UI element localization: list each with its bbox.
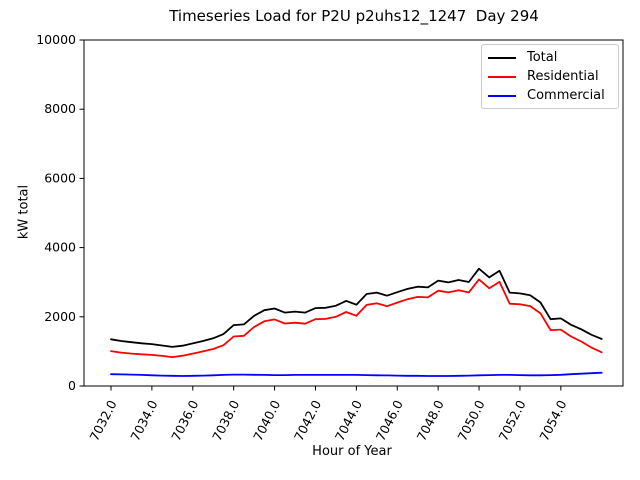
x-tick-label: 7042.0 [291,398,324,444]
x-tick-label: 7032.0 [86,398,119,444]
legend-entry-total: Total [488,51,612,64]
legend: Total Residential Commercial [481,44,619,109]
x-tick-label: 7052.0 [495,398,528,444]
axes-border [83,39,624,387]
y-tick-label: 6000 [44,170,76,185]
series-line-commercial [110,371,603,377]
legend-line-residential-icon [488,75,516,78]
x-tick-label: 7048.0 [414,398,447,444]
chart-title: Timeseries Load for P2U p2uhs12_1247 Day… [169,7,539,25]
series-line-residential [110,278,603,359]
legend-line-total-icon [488,56,516,59]
x-tick-label: 7050.0 [454,398,487,444]
x-tick-label: 7038.0 [209,398,242,444]
y-tick-label: 4000 [44,240,76,255]
x-tick-label: 7044.0 [332,398,365,444]
x-tick-label: 7054.0 [536,398,569,444]
x-tick-label: 7040.0 [250,398,283,444]
y-tick-label: 8000 [44,101,76,116]
series-line-total [110,267,603,348]
y-tick-label: 0 [68,378,76,393]
x-tick-label: 7046.0 [373,398,406,444]
y-tick-label: 2000 [44,309,76,324]
y-tick-label: 10000 [36,32,76,47]
legend-entry-commercial: Commercial [488,89,612,102]
x-tick-label: 7036.0 [168,398,201,444]
legend-line-commercial-icon [488,94,516,97]
legend-label-commercial: Commercial [527,88,605,103]
legend-label-total: Total [527,50,558,65]
legend-label-residential: Residential [527,69,599,84]
legend-entry-residential: Residential [488,70,612,83]
x-tick-label: 7034.0 [127,398,160,444]
x-axis-label: Hour of Year [312,444,392,459]
